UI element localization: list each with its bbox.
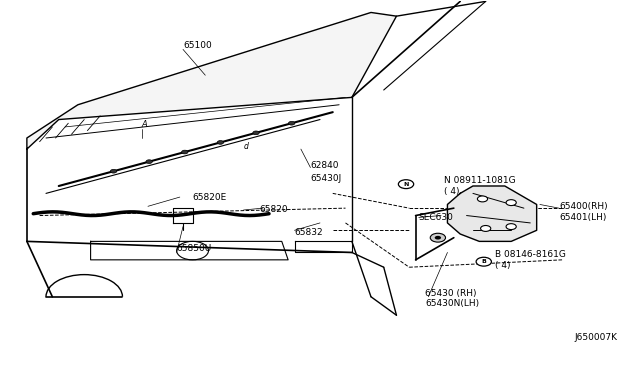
Circle shape (477, 196, 488, 202)
Circle shape (506, 224, 516, 230)
Circle shape (217, 141, 223, 144)
Circle shape (146, 160, 152, 163)
Text: 65400(RH)
65401(LH): 65400(RH) 65401(LH) (559, 202, 607, 222)
Text: N 08911-1081G
( 4): N 08911-1081G ( 4) (444, 176, 516, 196)
Circle shape (253, 131, 259, 135)
Circle shape (398, 180, 413, 189)
Circle shape (506, 200, 516, 206)
Polygon shape (447, 186, 537, 241)
Circle shape (430, 233, 445, 242)
Text: A: A (141, 120, 147, 129)
Circle shape (435, 236, 441, 240)
Circle shape (182, 150, 188, 154)
Circle shape (481, 225, 491, 231)
Text: SEC630: SEC630 (419, 213, 454, 222)
Text: 65850U: 65850U (177, 244, 212, 253)
Text: 65820E: 65820E (193, 193, 227, 202)
Polygon shape (27, 13, 396, 149)
Text: 65430J: 65430J (310, 174, 342, 183)
Circle shape (289, 121, 295, 125)
Text: 65430 (RH)
65430N(LH): 65430 (RH) 65430N(LH) (425, 289, 479, 308)
Text: 62840: 62840 (310, 161, 339, 170)
Text: B: B (481, 259, 486, 264)
Text: 65100: 65100 (183, 41, 212, 50)
Text: J650007K: J650007K (575, 333, 618, 342)
Circle shape (110, 169, 116, 173)
Circle shape (476, 257, 492, 266)
Text: 65832: 65832 (294, 228, 323, 237)
Text: d: d (244, 142, 248, 151)
Text: 65820: 65820 (259, 205, 288, 215)
Text: N: N (403, 182, 409, 187)
Text: B 08146-8161G
( 4): B 08146-8161G ( 4) (495, 250, 566, 270)
